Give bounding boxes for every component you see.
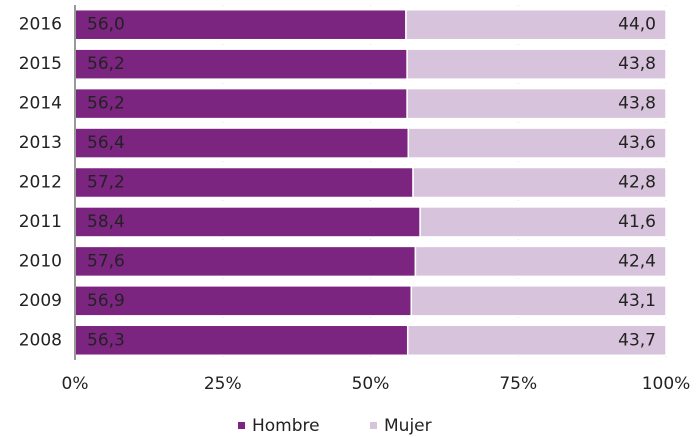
data-label: 56,4: [87, 133, 125, 153]
bar-segment: [407, 127, 667, 159]
x-tick-label: 50%: [352, 374, 390, 394]
bar-segment: [74, 324, 409, 357]
x-tick-label: 100%: [642, 374, 691, 394]
bar-segment: [74, 127, 410, 159]
bar-segment: [412, 166, 667, 199]
y-tick-label: 2014: [19, 94, 62, 114]
bar-segment: [74, 166, 414, 199]
data-label: 56,0: [87, 15, 125, 35]
legend-marker: [370, 422, 377, 429]
x-tick-label: 75%: [499, 374, 537, 394]
data-label: 42,4: [618, 251, 656, 271]
x-tick-label: 0%: [62, 374, 89, 394]
data-label: 56,2: [87, 94, 125, 114]
y-tick-label: 2016: [19, 15, 62, 35]
x-tick-label: 25%: [204, 374, 242, 394]
data-label: 43,1: [618, 291, 656, 311]
bar-segment: [410, 285, 667, 317]
data-label: 44,0: [618, 15, 656, 35]
bar-segment: [74, 48, 408, 80]
legend-label: Mujer: [384, 416, 432, 436]
y-tick-label: 2008: [19, 330, 62, 350]
y-tick-label: 2012: [19, 173, 62, 193]
data-label: 58,4: [87, 212, 125, 232]
bar-segment: [74, 206, 421, 238]
data-label: 43,6: [618, 133, 656, 153]
data-label: 42,8: [618, 173, 656, 193]
data-label: 56,9: [87, 291, 125, 311]
bar-segment: [405, 8, 667, 41]
y-tick-label: 2010: [19, 251, 62, 271]
data-label: 57,2: [87, 173, 125, 193]
legend-marker: [238, 422, 245, 429]
data-label: 43,8: [618, 54, 656, 74]
data-label: 43,7: [618, 330, 656, 350]
data-label: 56,3: [87, 330, 125, 350]
bar-segment: [74, 87, 408, 120]
legend-label: Hombre: [252, 416, 320, 436]
bar-segment: [406, 324, 667, 357]
y-tick-label: 2009: [19, 291, 62, 311]
y-tick-label: 2011: [19, 212, 62, 232]
data-label: 41,6: [618, 212, 656, 232]
bar-segment: [406, 87, 667, 120]
y-tick-label: 2013: [19, 133, 62, 153]
data-label: 56,2: [87, 54, 125, 74]
data-label: 57,6: [87, 251, 125, 271]
bar-segment: [414, 245, 667, 278]
y-tick-label: 2015: [19, 54, 62, 74]
bar-segment: [74, 245, 417, 278]
bar-segment: [74, 285, 413, 317]
bar-segment: [406, 48, 667, 80]
data-label: 43,8: [618, 94, 656, 114]
bar-segment: [419, 206, 667, 238]
